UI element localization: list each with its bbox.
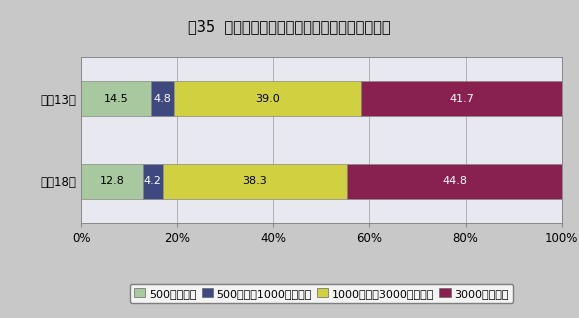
Bar (163, 164, 347, 199)
Text: 38.3: 38.3 (243, 176, 267, 186)
Bar (361, 81, 562, 116)
Bar (347, 164, 562, 199)
Bar (142, 164, 163, 199)
Bar (151, 81, 174, 116)
Text: 14.5: 14.5 (104, 93, 129, 104)
Bar (81, 81, 151, 116)
Text: 図35  資本金階級別子会社のある企業数の構成比: 図35 資本金階級別子会社のある企業数の構成比 (188, 19, 391, 34)
Text: 4.2: 4.2 (144, 176, 162, 186)
Text: 4.8: 4.8 (153, 93, 171, 104)
Text: 39.0: 39.0 (255, 93, 280, 104)
Legend: 500万円未満, 500万円～1000万円未満, 1000万円～3000万円未満, 3000万円以上: 500万円未満, 500万円～1000万円未満, 1000万円～3000万円未満… (130, 284, 513, 303)
Bar (81, 164, 142, 199)
Bar (174, 81, 361, 116)
Text: 41.7: 41.7 (449, 93, 474, 104)
Text: 12.8: 12.8 (100, 176, 124, 186)
Text: 44.8: 44.8 (442, 176, 467, 186)
